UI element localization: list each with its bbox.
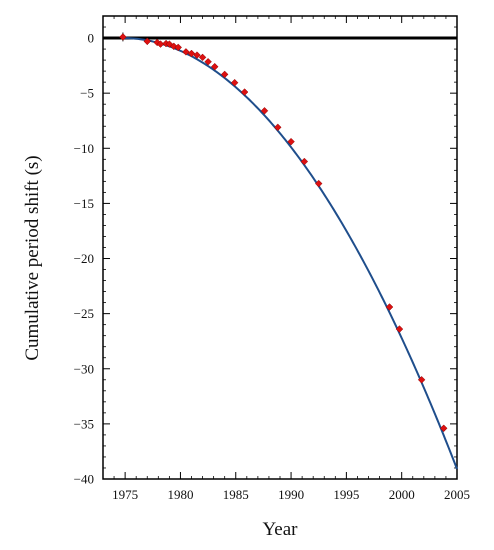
data-point bbox=[220, 70, 229, 79]
data-point bbox=[385, 303, 394, 311]
y-tick-label: −25 bbox=[74, 306, 94, 321]
y-tick-label: −35 bbox=[74, 416, 94, 431]
y-tick-label: −15 bbox=[74, 196, 94, 211]
x-tick-label: 1980 bbox=[167, 487, 193, 502]
data-point bbox=[439, 424, 448, 433]
x-tick-label: 2005 bbox=[444, 487, 470, 502]
data-point bbox=[314, 179, 323, 188]
data-point bbox=[143, 37, 152, 46]
data-point bbox=[156, 40, 165, 48]
data-point bbox=[395, 325, 404, 333]
data-point bbox=[174, 43, 182, 52]
data-point bbox=[274, 123, 282, 132]
y-tick-label: −40 bbox=[74, 472, 94, 487]
data-point bbox=[230, 78, 239, 87]
data-point bbox=[300, 157, 309, 166]
y-tick-label: −30 bbox=[74, 361, 94, 376]
x-axis-title: Year bbox=[262, 519, 298, 540]
data-point bbox=[198, 53, 207, 62]
x-tick-label: 2000 bbox=[389, 487, 415, 502]
data-point bbox=[210, 62, 219, 71]
plot-area: 1975 1980 1985 1990 1995 2000 2005 0 −5 −10 −15 −20… bbox=[74, 15, 470, 502]
y-tick-label: −20 bbox=[74, 251, 94, 266]
data-point bbox=[287, 137, 295, 146]
data-point bbox=[187, 49, 196, 58]
data-point bbox=[193, 51, 201, 59]
data-point bbox=[182, 48, 190, 56]
data-point bbox=[260, 107, 269, 115]
x-tick-label: 1995 bbox=[333, 487, 359, 502]
x-tick-label: 1975 bbox=[112, 487, 138, 502]
model-curve bbox=[122, 37, 458, 470]
data-point bbox=[240, 88, 249, 96]
y-tick-label: −10 bbox=[74, 141, 94, 156]
data-point bbox=[417, 376, 426, 384]
data-point bbox=[119, 33, 127, 41]
x-tick-label: 1990 bbox=[278, 487, 304, 502]
y-tick-label: 0 bbox=[88, 31, 95, 46]
y-axis-title: Cumulative period shift (s) bbox=[22, 155, 43, 360]
x-tick-label: 1985 bbox=[223, 487, 249, 502]
data-point bbox=[204, 57, 212, 66]
plot-frame bbox=[102, 15, 458, 480]
y-tick-label: −5 bbox=[80, 86, 94, 101]
